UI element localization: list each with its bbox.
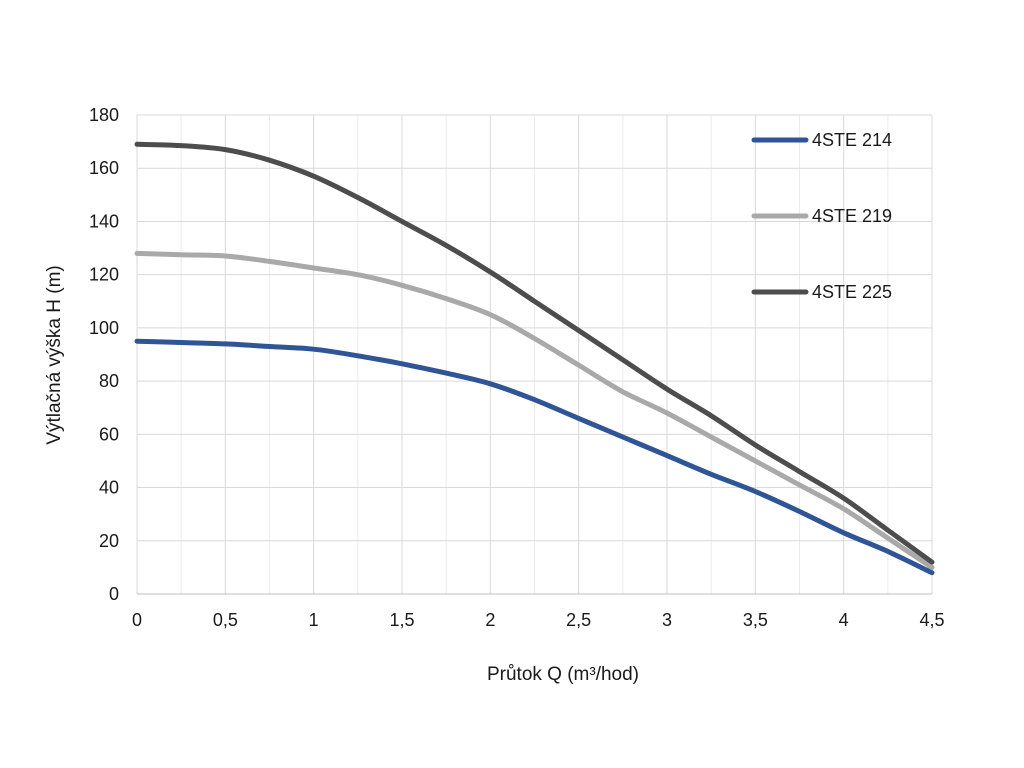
- x-tick-label: 2: [485, 610, 495, 630]
- x-tick-label: 3: [662, 610, 672, 630]
- y-tick-label: 120: [89, 265, 119, 285]
- y-tick-label: 20: [99, 531, 119, 551]
- y-axis-title: Výtlačná výška H (m): [44, 265, 65, 444]
- y-tick-label: 60: [99, 424, 119, 444]
- series-line-4ste-214: [134, 338, 935, 576]
- x-tick-label: 2,5: [566, 610, 591, 630]
- legend: 4STE 214 4STE 219 4STE 225: [751, 130, 892, 302]
- x-tick-label: 4,5: [919, 610, 944, 630]
- x-tick-label: 3,5: [743, 610, 768, 630]
- x-tick-label: 0,5: [213, 610, 238, 630]
- legend-label: 4STE 219: [812, 206, 892, 226]
- legend-label: 4STE 225: [812, 282, 892, 302]
- x-tick-label: 4: [839, 610, 849, 630]
- y-tick-label: 140: [89, 211, 119, 231]
- grid-lines: [136, 114, 933, 595]
- x-tick-label: 0: [132, 610, 142, 630]
- series-line-4ste-219: [134, 250, 935, 570]
- y-tick-label: 160: [89, 158, 119, 178]
- data-series: [134, 141, 935, 576]
- y-tick-label: 80: [99, 371, 119, 391]
- x-tick-label: 1,5: [389, 610, 414, 630]
- x-tick-label: 1: [309, 610, 319, 630]
- y-tick-label: 0: [109, 584, 119, 604]
- y-tick-label: 100: [89, 318, 119, 338]
- axes: 0 20 40 60 80 100 120 140 160 180 0 0,5 1 1,5 2 2,5 3 3,5…: [89, 105, 945, 630]
- y-tick-label: 180: [89, 105, 119, 125]
- legend-label: 4STE 214: [812, 130, 892, 150]
- y-tick-label: 40: [99, 478, 119, 498]
- series-line-4ste-225: [134, 141, 935, 565]
- x-axis-title: Průtok Q (m³/hod): [487, 664, 639, 685]
